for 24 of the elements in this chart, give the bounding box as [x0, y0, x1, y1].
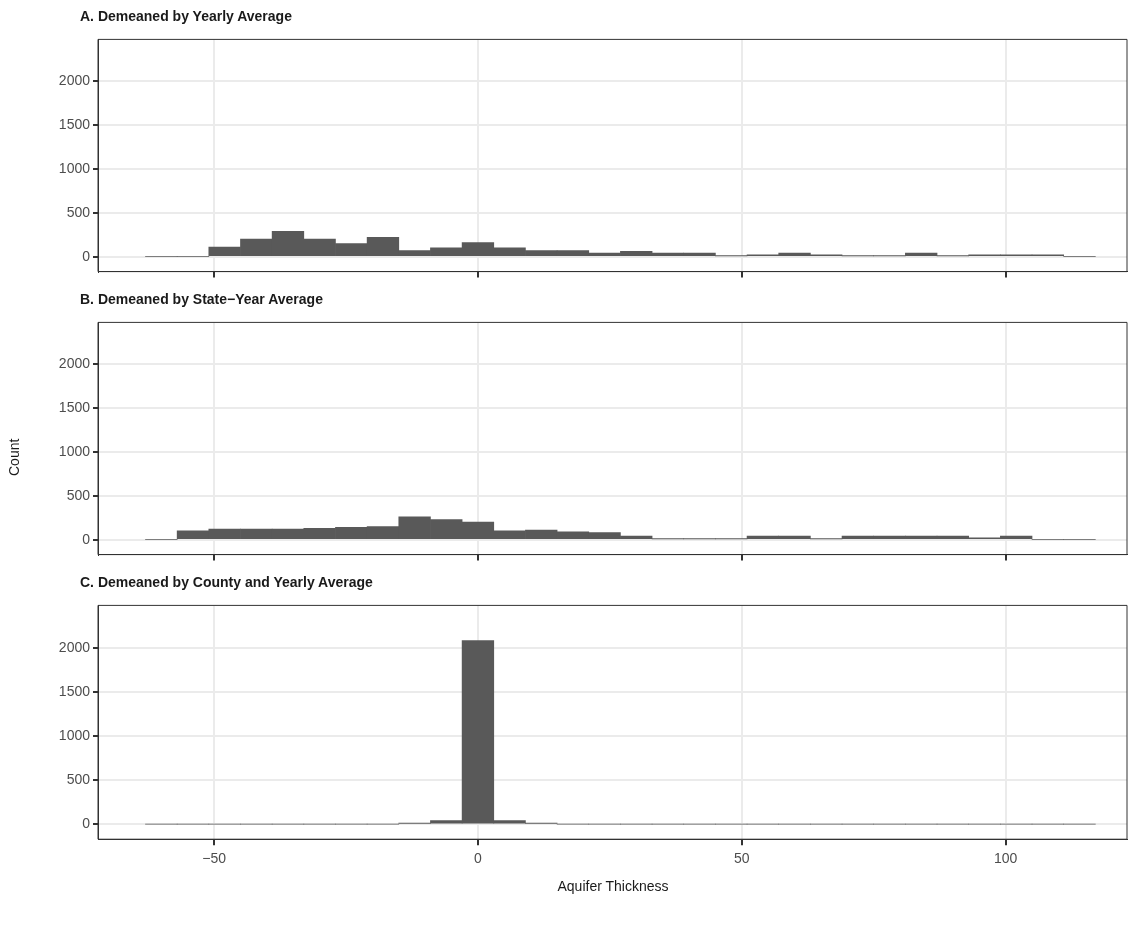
chart-title: B. Demeaned by State−Year Average — [80, 291, 324, 307]
x-tick-label: 0 — [474, 850, 483, 867]
x-tick-label: 50 — [734, 850, 750, 867]
y-tick-label: 0 — [82, 530, 91, 547]
y-tick-label: 1000 — [58, 442, 91, 459]
y-tick-label: 0 — [82, 815, 91, 832]
y-tick-label: 2000 — [58, 355, 91, 372]
y-tick-label: 1500 — [58, 399, 91, 416]
x-tick-label: 100 — [993, 850, 1018, 867]
x-tick-label: −50 — [202, 850, 227, 867]
chart-title: C. Demeaned by County and Yearly Average — [80, 574, 374, 590]
y-axis-title: Count — [6, 438, 22, 476]
x-axis-title: Aquifer Thickness — [556, 878, 670, 894]
y-tick-label: 1500 — [58, 116, 91, 133]
y-tick-label: 1000 — [58, 159, 91, 176]
y-tick-label: 2000 — [58, 72, 91, 89]
y-tick-label: 1500 — [58, 682, 91, 699]
y-tick-label: 500 — [66, 203, 91, 220]
y-tick-label: 500 — [66, 770, 91, 787]
chart-title: A. Demeaned by Yearly Average — [80, 8, 293, 24]
y-tick-label: 1000 — [58, 726, 91, 743]
y-tick-label: 2000 — [58, 638, 91, 655]
y-tick-label: 0 — [82, 247, 91, 264]
y-tick-label: 500 — [66, 486, 91, 503]
